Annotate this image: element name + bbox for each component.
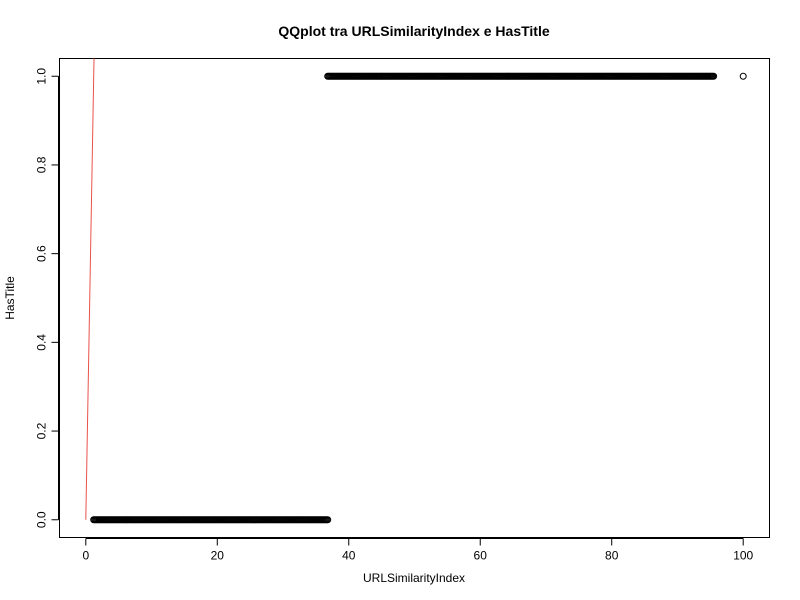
plot-area-border bbox=[59, 58, 770, 538]
data-point bbox=[324, 516, 332, 524]
reference-line-group bbox=[85, 58, 95, 520]
x-axis-label: URLSimilarityIndex bbox=[363, 571, 465, 585]
x-tick-label: 80 bbox=[605, 549, 619, 563]
x-tick-label: 100 bbox=[733, 549, 753, 563]
x-tick-label: 0 bbox=[82, 549, 89, 563]
y-tick-label: 0.4 bbox=[35, 334, 49, 351]
y-axis: 0.0 0.2 0.4 0.6 0.8 1.0 bbox=[35, 68, 59, 528]
data-point bbox=[739, 72, 747, 80]
chart-title: QQplot tra URLSimilarityIndex e HasTitle bbox=[278, 23, 549, 39]
data-point bbox=[710, 72, 718, 80]
x-tick-label: 60 bbox=[474, 549, 488, 563]
y-tick-label: 0.0 bbox=[35, 511, 49, 528]
y-tick-label: 0.8 bbox=[35, 156, 49, 173]
y-tick-label: 0.2 bbox=[35, 422, 49, 439]
y-tick-label: 0.6 bbox=[35, 245, 49, 262]
y-axis-label: HasTitle bbox=[3, 276, 17, 320]
y-tick-label: 1.0 bbox=[35, 68, 49, 85]
x-axis: 0 20 40 60 80 100 bbox=[82, 538, 754, 563]
x-tick-label: 20 bbox=[211, 549, 225, 563]
x-tick-label: 40 bbox=[342, 549, 356, 563]
points-group bbox=[90, 72, 747, 524]
reference-line bbox=[85, 58, 95, 520]
